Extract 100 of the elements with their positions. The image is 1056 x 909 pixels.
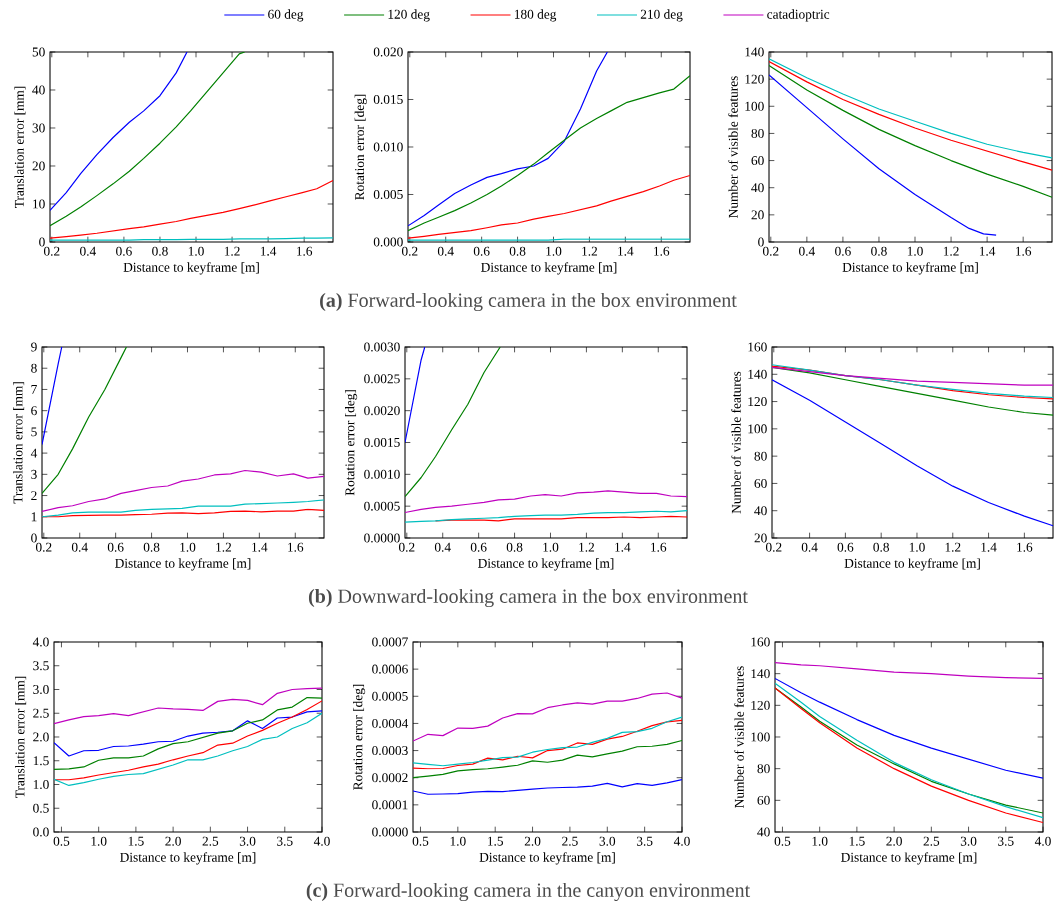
x-tick-label: 2.5 [202,836,219,846]
y-tick-label: 0.0003 [372,746,408,756]
x-tick-label: 0.4 [437,246,454,256]
x-tick-label: 2.5 [923,836,940,846]
x-axis-title: Distance to keyframe [m] [115,558,251,571]
x-axis-title: Distance to keyframe [m] [479,852,615,865]
y-tick-label: 60 [754,478,767,488]
y-tick-label: 0.0000 [372,827,408,837]
line-series [413,739,683,779]
x-tick-label: 2.0 [524,836,541,846]
y-tick-label: 30 [32,123,45,133]
y-tick-label: 0.0025 [364,374,400,384]
text: (c) Forward-looking camera in the canyon environment [306,882,751,902]
x-tick-label: 0.6 [107,542,124,552]
y-tick-label: 20 [751,210,764,220]
line-series [405,490,688,514]
y-tick-label: 50 [32,47,45,57]
legend-label: 120 deg [388,9,430,22]
y-tick-label: 3 [31,469,37,479]
x-axis-title: Distance to keyframe [m] [478,558,614,571]
y-tick-label: 10 [33,199,45,209]
x-tick-label: 0.8 [873,542,890,552]
line-series [42,347,128,495]
y-tick-label: 0.0007 [372,637,408,647]
y-tick-label: 20 [32,161,45,171]
line-series [772,379,1054,527]
y-tick-label: 0.0001 [372,800,408,810]
x-tick-label: 1.6 [297,246,313,256]
x-tick-label: 1.5 [849,836,865,846]
y-tick-label: 0.0005 [364,501,400,511]
x-tick-label: 0.5 [774,836,791,846]
x-tick-label: 3.5 [998,836,1014,846]
x-tick-label: 0.5 [412,836,429,846]
y-tick-label: 40 [751,183,764,193]
y-tick-label: 0.005 [373,189,403,200]
line-series [769,64,1053,198]
x-tick-label: 1.0 [543,542,559,552]
x-tick-label: 1.6 [1016,246,1032,256]
x-axis-title: Distance to keyframe [m] [844,558,980,571]
y-tick-label: 3.5 [33,661,49,671]
y-tick-label: 0.0020 [364,406,400,416]
x-tick-label: 1.6 [654,246,670,256]
y-tick-label: 60 [757,795,770,805]
x-tick-label: 0.8 [871,246,887,256]
y-tick-label: 7 [31,385,37,394]
line-series [54,710,322,757]
x-tick-label: 1.2 [943,246,959,256]
line-series [42,469,325,513]
y-tick-label: 0 [39,237,45,247]
y-tick-label: 8 [31,363,37,373]
x-tick-label: 1.4 [979,246,996,256]
y-tick-label: 60 [751,156,764,166]
x-tick-label: 0.2 [43,246,60,256]
y-tick-label: 0.015 [373,94,403,105]
line-series [769,74,997,236]
x-tick-label: 0.6 [116,246,132,256]
x-axis-title: Distance to keyframe [m] [120,852,256,865]
y-tick-label: 1.0 [33,779,49,790]
legend-label: 60 deg [268,9,304,22]
y-tick-label: 0.5 [33,803,49,813]
x-tick-label: 0.2 [398,542,415,552]
text: (b) Downward-looking camera in the box environment [308,588,748,608]
x-tick-label: 1.0 [546,246,562,256]
x-tick-label: 1.6 [288,542,304,552]
x-tick-label: 2.5 [562,836,578,846]
y-axis-title: Translation error [mm] [15,676,27,798]
x-axis-title: Distance to keyframe [m] [481,262,617,275]
y-axis-title: Rotation error [deg] [353,684,366,790]
x-tick-label: 1.5 [488,836,504,846]
x-tick-label: 0.6 [470,542,487,552]
y-tick-label: 100 [745,101,764,111]
legend-label: 210 deg [640,9,683,22]
line-series [408,52,608,227]
x-tick-label: 0.8 [143,542,160,552]
x-tick-label: 1.4 [260,246,277,256]
y-tick-label: 3.0 [33,684,49,695]
y-tick-label: 120 [748,397,767,407]
y-tick-label: 120 [751,700,770,710]
y-tick-label: 80 [757,764,770,774]
y-axis-title: Rotation error [deg] [354,94,367,200]
y-tick-label: 0 [31,533,37,543]
y-tick-label: 40 [32,85,45,95]
x-axis-title: Distance to keyframe [m] [123,262,259,275]
y-tick-label: 9 [31,342,37,352]
x-tick-label: 1.0 [188,246,204,256]
x-tick-label: 1.0 [812,836,828,846]
x-tick-label: 1.4 [618,246,634,256]
x-tick-label: 0.2 [35,542,52,552]
y-tick-label: 5 [31,427,37,437]
x-tick-label: 0.4 [71,542,88,552]
y-tick-label: 0.0000 [364,533,400,543]
x-tick-label: 1.4 [252,542,268,552]
x-tick-label: 1.0 [180,542,196,552]
line-series [50,52,188,212]
line-series [775,661,1043,680]
x-tick-label: 1.2 [224,246,240,256]
y-tick-label: 140 [751,669,770,679]
y-tick-label: 140 [748,369,767,379]
x-tick-label: 3.5 [636,836,653,846]
x-axis-title: Distance to keyframe [m] [842,262,978,275]
